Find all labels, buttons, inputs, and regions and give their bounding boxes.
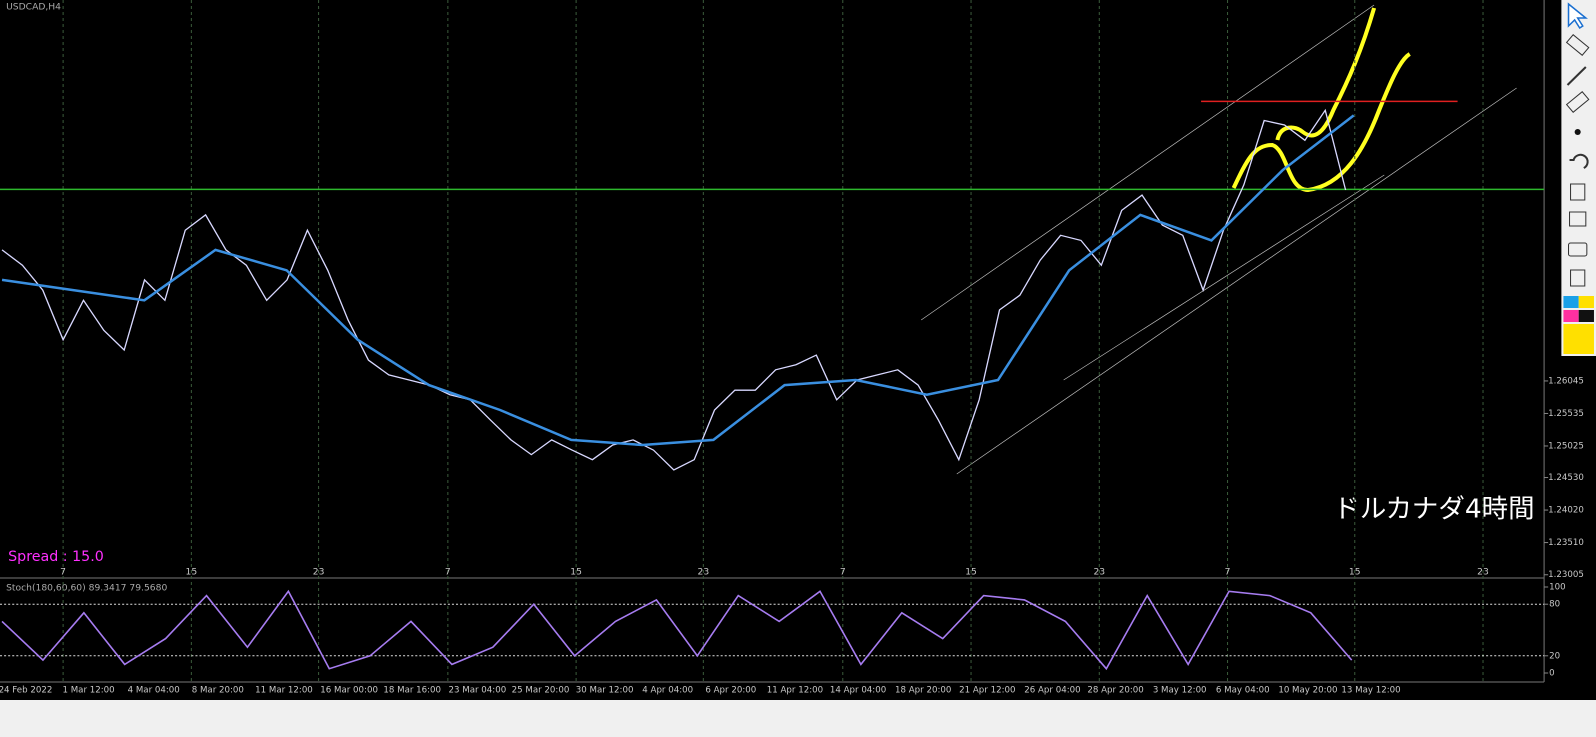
line-tool[interactable] [1566, 66, 1587, 86]
day-label: 7 [840, 568, 846, 578]
day-label: 7 [1225, 568, 1231, 578]
series-line [1, 114, 1355, 447]
y-tick-label: 1.23005 [1548, 570, 1584, 580]
x-tick-label: 30 Mar 12:00 [576, 686, 634, 696]
drawing [1275, 7, 1377, 141]
x-tick-label: 28 Apr 20:00 [1087, 686, 1143, 696]
day-label: 15 [186, 568, 198, 578]
stoch-label: Stoch(180,60,60) 89.3417 79.5680 [6, 584, 167, 594]
template-tool[interactable] [1569, 211, 1587, 227]
color-swatch[interactable] [1563, 296, 1579, 308]
y-tick-label: 1.23510 [1548, 538, 1584, 548]
x-tick-label: 21 Apr 12:00 [959, 686, 1015, 696]
day-label: 15 [1349, 568, 1361, 578]
x-tick-label: 18 Mar 16:00 [383, 686, 441, 696]
y-tick-label: 20 [1549, 651, 1560, 661]
color-swatch[interactable] [1578, 310, 1594, 322]
x-tick-label: 18 Apr 20:00 [895, 686, 951, 696]
x-tick-label: 6 Apr 20:00 [705, 686, 756, 696]
undo-tool[interactable] [1569, 153, 1589, 169]
symbol-label: USDCAD,H4 [6, 3, 61, 13]
y-tick-label: 80 [1549, 600, 1560, 610]
x-tick-label: 13 May 12:00 [1341, 686, 1400, 696]
y-tick-label: 1.24530 [1548, 473, 1584, 483]
channel-line [1063, 174, 1385, 381]
x-tick-label: 11 Mar 12:00 [255, 686, 313, 696]
x-tick-label: 14 Apr 04:00 [830, 686, 886, 696]
series-line [1, 108, 1347, 471]
erase-tool[interactable] [1565, 34, 1590, 56]
series-line [1, 589, 1353, 671]
y-tick-label: 0 [1549, 669, 1555, 679]
tab-bar [0, 700, 1596, 737]
y-tick-label: 1.25025 [1548, 442, 1584, 452]
x-tick-label: 11 Apr 12:00 [767, 686, 823, 696]
x-tick-label: 8 Mar 20:00 [192, 686, 244, 696]
x-tick-label: 16 Mar 00:00 [320, 686, 378, 696]
y-tick-label: 1.24020 [1548, 506, 1584, 516]
day-label: 23 [1477, 568, 1489, 578]
dot-tool[interactable] [1574, 129, 1581, 135]
day-label: 7 [60, 568, 66, 578]
day-label: 7 [445, 568, 451, 578]
list-tool[interactable] [1570, 269, 1586, 287]
x-tick-label: 3 May 12:00 [1153, 686, 1207, 696]
day-label: 15 [965, 568, 977, 578]
screenshot-tool[interactable] [1568, 242, 1588, 257]
x-tick-label: 26 Apr 04:00 [1024, 686, 1080, 696]
annotation: ドルカナダ4時間 [1333, 495, 1534, 525]
x-tick-label: 25 Mar 20:00 [512, 686, 570, 696]
y-tick-label: 100 [1549, 583, 1565, 593]
day-label: 23 [698, 568, 710, 578]
cursor-tool[interactable] [1567, 2, 1588, 30]
toolbar [1561, 0, 1596, 356]
day-label: 23 [313, 568, 325, 578]
x-tick-label: 4 Mar 04:00 [128, 686, 180, 696]
x-tick-label: 4 Apr 04:00 [642, 686, 693, 696]
x-tick-label: 10 May 20:00 [1278, 686, 1337, 696]
y-tick-label: 1.26045 [1548, 376, 1584, 386]
x-tick-label: 6 May 04:00 [1216, 686, 1270, 696]
channel-line [920, 4, 1375, 321]
x-tick-label: 24 Feb 2022 [0, 686, 52, 696]
spread-label: Spread : 15.0 [8, 549, 104, 565]
color-swatch[interactable] [1578, 296, 1594, 308]
x-tick-label: 1 Mar 12:00 [62, 686, 114, 696]
day-label: 23 [1093, 568, 1105, 578]
channel-line [956, 87, 1517, 475]
y-tick-label: 1.25535 [1548, 409, 1584, 419]
color-swatch[interactable] [1563, 324, 1594, 354]
day-label: 15 [570, 568, 582, 578]
ruler-tool[interactable] [1565, 91, 1590, 113]
delete-tool[interactable] [1570, 183, 1586, 201]
color-swatch[interactable] [1563, 310, 1579, 322]
x-tick-label: 23 Mar 04:00 [449, 686, 507, 696]
